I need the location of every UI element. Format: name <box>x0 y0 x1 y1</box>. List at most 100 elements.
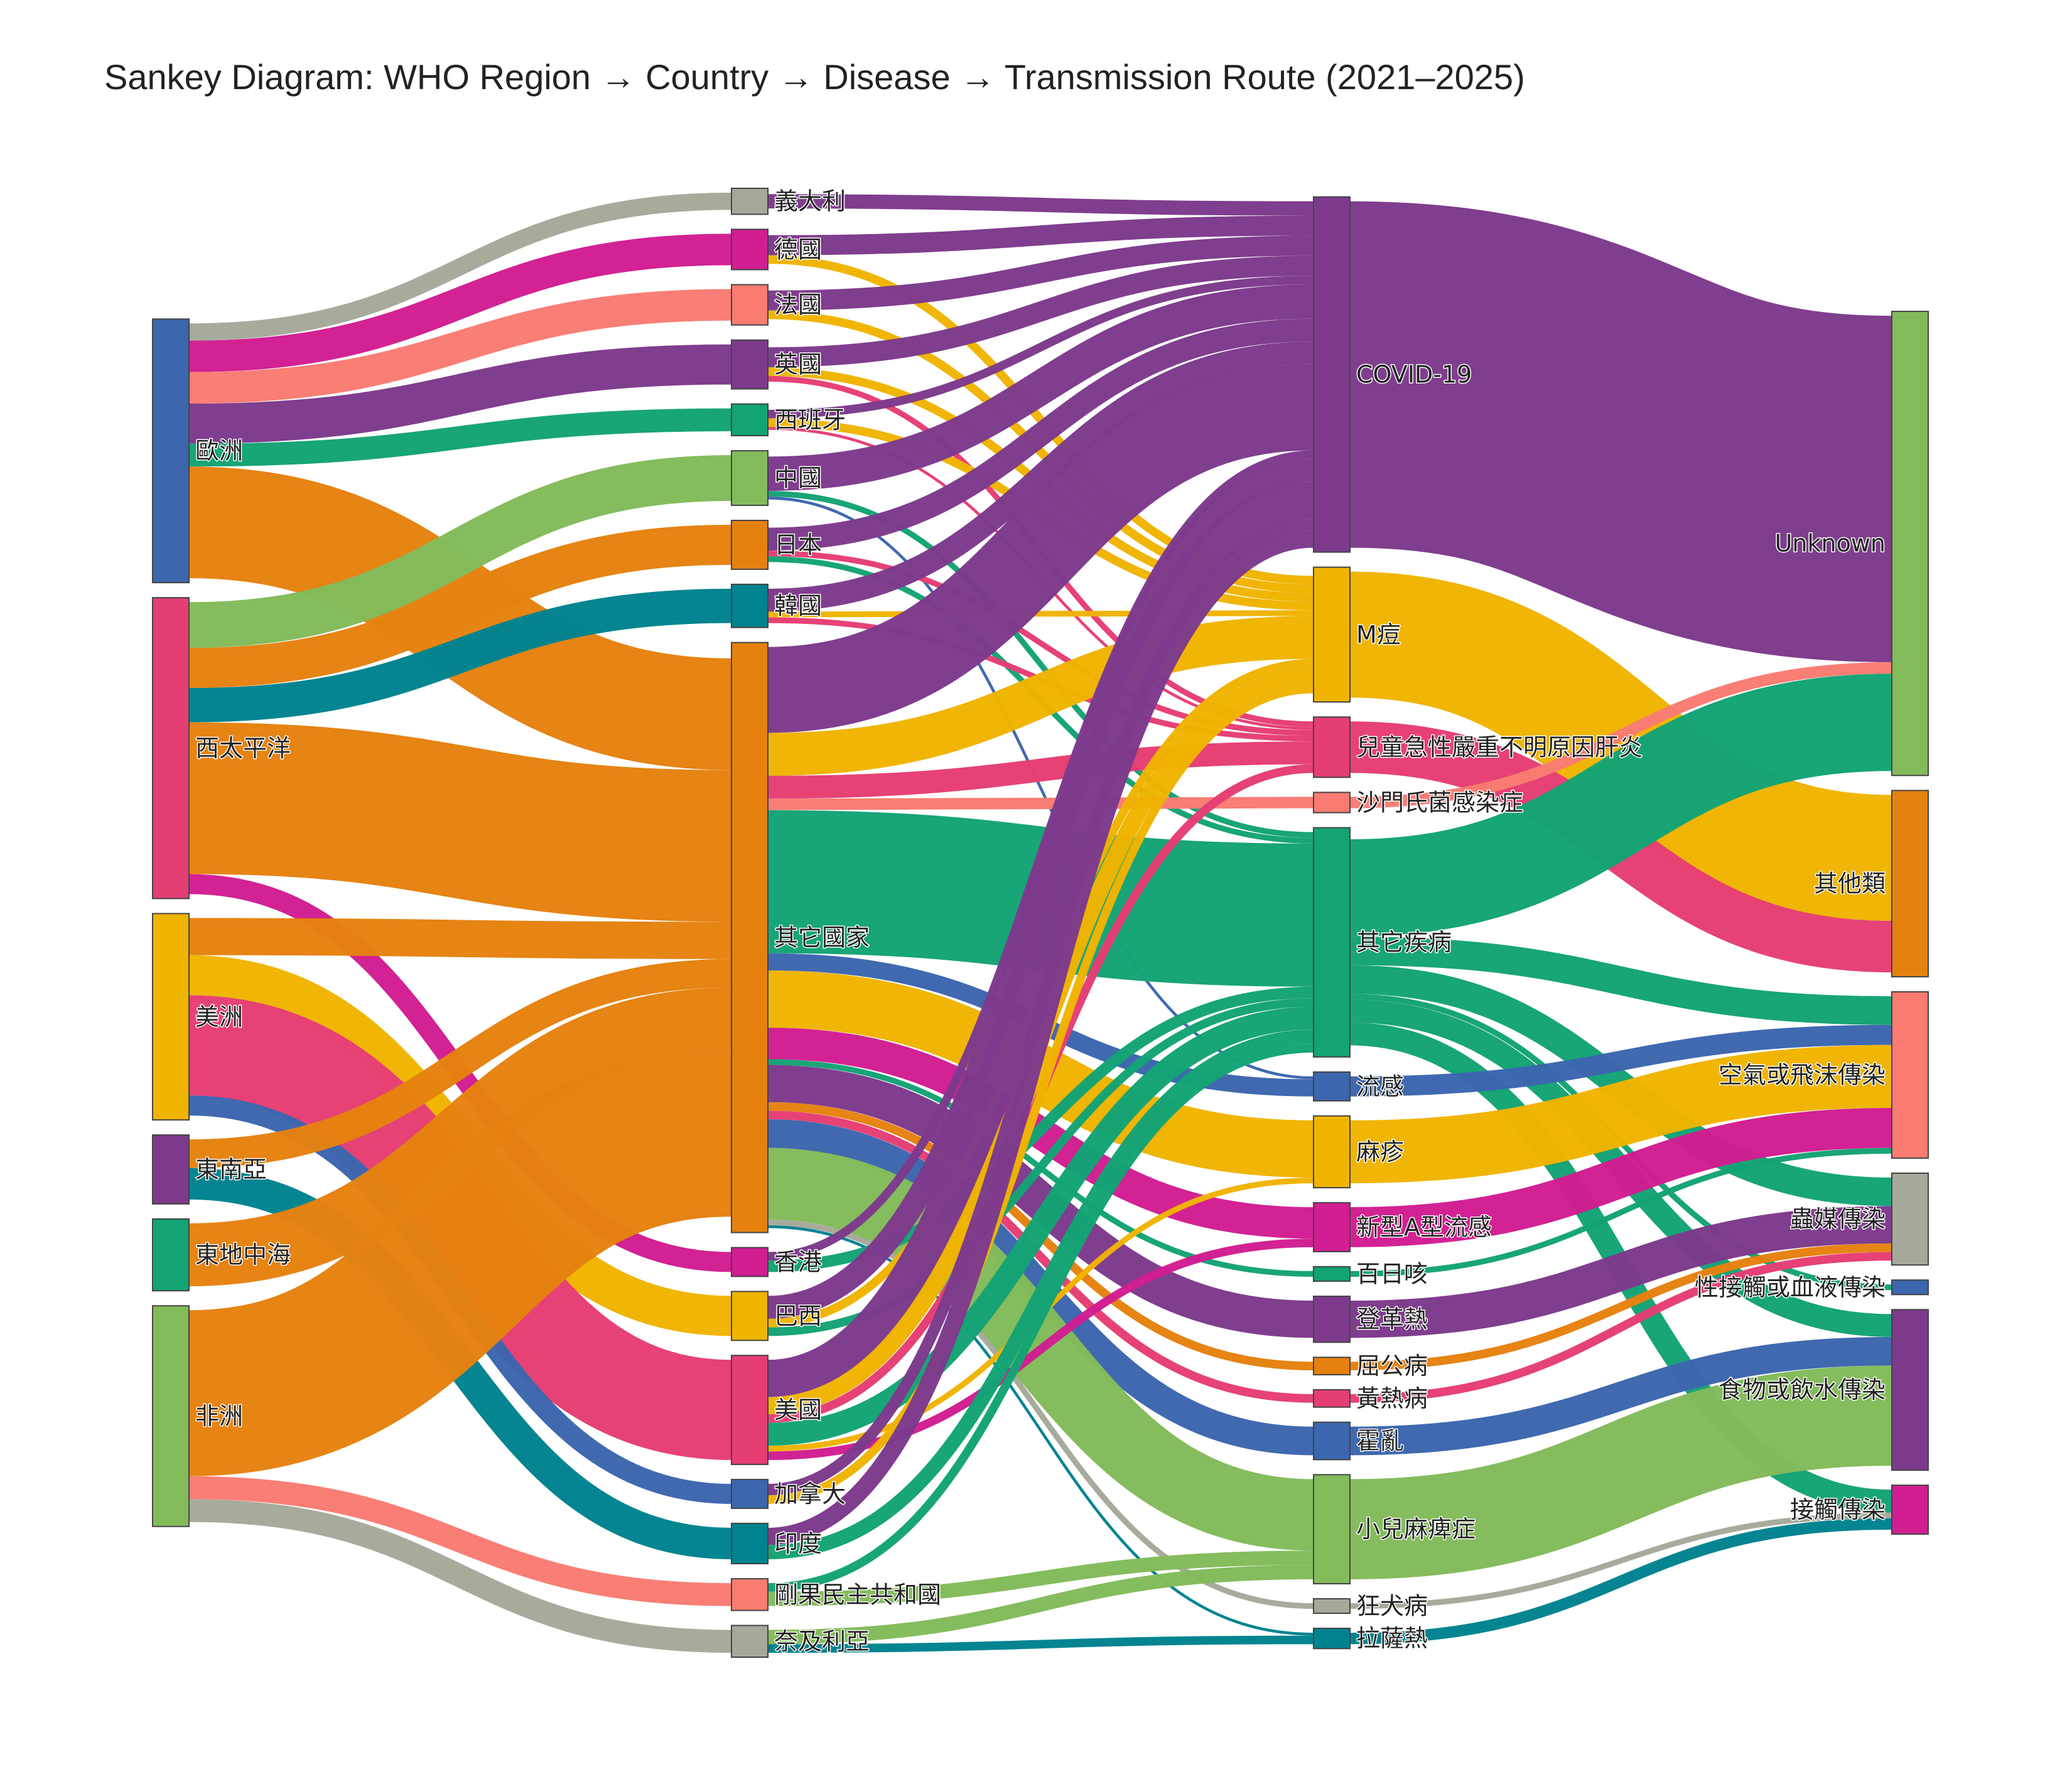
sankey-link <box>767 610 1314 618</box>
node-label: 霍亂 <box>1356 1427 1404 1455</box>
sankey-link <box>188 588 732 723</box>
sankey-node <box>731 520 769 570</box>
sankey-link <box>188 1499 732 1653</box>
node-label: 英國 <box>774 351 822 379</box>
node-label: 空氣或飛沫傳染 <box>1719 1061 1886 1089</box>
sankey-node <box>731 228 769 271</box>
sankey-node <box>1891 991 1929 1159</box>
sankey-link <box>188 455 732 648</box>
node-label: 百日咳 <box>1356 1260 1428 1287</box>
node-label: 狂犬病 <box>1356 1593 1428 1620</box>
sankey-node <box>152 1305 190 1527</box>
sankey-node <box>1313 1296 1351 1343</box>
sankey-link <box>767 970 1314 1178</box>
sankey-link <box>767 797 1314 810</box>
sankey-link <box>767 341 1314 612</box>
sankey-node <box>731 1625 769 1658</box>
node-label: 巴西 <box>774 1302 822 1330</box>
sankey-node <box>731 642 769 1233</box>
sankey-node <box>731 1247 769 1277</box>
sankey-node <box>152 1134 190 1205</box>
node-label: 拉薩熱 <box>1356 1625 1428 1652</box>
sankey-node <box>731 1291 769 1341</box>
sankey-link <box>188 344 732 444</box>
sankey-link <box>188 959 732 1168</box>
node-label: 食物或飲水傳染 <box>1719 1376 1886 1404</box>
sankey-link <box>1349 1252 1892 1403</box>
sankey-node <box>1313 1071 1351 1102</box>
sankey-link <box>1349 1206 1892 1338</box>
sankey-link <box>767 1006 1314 1446</box>
node-label: 沙門氏菌感染症 <box>1356 788 1523 816</box>
sankey-link <box>1349 1045 1892 1184</box>
sankey-link <box>188 987 732 1287</box>
node-label: 歐洲 <box>195 437 243 465</box>
sankey-link <box>188 918 732 959</box>
sankey-link <box>1349 1243 1892 1371</box>
sankey-link <box>1349 662 1892 809</box>
sankey-node <box>1313 1115 1351 1189</box>
node-label: M痘 <box>1356 621 1401 648</box>
sankey-node <box>1313 1389 1351 1408</box>
sankey-node <box>731 1355 769 1465</box>
sankey-link <box>1348 201 1894 662</box>
sankey-link <box>767 215 1314 255</box>
sankey-link <box>767 1110 1314 1403</box>
node-label: 登革熱 <box>1356 1306 1428 1333</box>
sankey-link <box>767 530 1314 1545</box>
sankey-node <box>152 318 190 584</box>
sankey-link <box>767 255 1314 368</box>
nodes-layer <box>152 188 1929 1658</box>
node-label: 法國 <box>774 291 822 319</box>
sankey-link <box>1349 1336 1892 1456</box>
sankey-node <box>731 284 769 326</box>
sankey-link <box>1349 1518 1892 1645</box>
node-label: 屈公病 <box>1356 1352 1428 1380</box>
sankey-node <box>731 450 769 507</box>
sankey-node <box>1313 1421 1351 1461</box>
sankey-link <box>767 684 1314 1504</box>
sankey-link <box>188 192 732 341</box>
node-label: 兒童急性嚴重不明原因肝炎 <box>1356 733 1643 761</box>
sankey-node <box>731 1478 769 1509</box>
node-label: 印度 <box>774 1530 822 1557</box>
sankey-node <box>1313 1202 1351 1252</box>
node-label: 流感 <box>1356 1073 1404 1100</box>
sankey-link <box>188 722 732 922</box>
node-label: Unknown <box>1775 530 1886 557</box>
node-label: 中國 <box>774 465 822 492</box>
sankey-link <box>767 1065 1314 1338</box>
sankey-link <box>1349 1107 1892 1247</box>
node-label: 非洲 <box>195 1402 243 1430</box>
sankey-node <box>152 597 190 900</box>
sankey-node <box>152 1218 190 1292</box>
sankey-node <box>1313 566 1351 703</box>
chart-title: Sankey Diagram: WHO Region → Country → D… <box>104 57 1525 97</box>
node-label: 性接觸或血液傳染 <box>1695 1274 1886 1301</box>
sankey-link <box>1349 1147 1892 1277</box>
sankey-node <box>1313 1628 1351 1650</box>
sankey-link <box>1349 1024 1892 1097</box>
sankey-link <box>767 616 1314 776</box>
sankey-node <box>731 403 769 437</box>
sankey-node <box>1313 1598 1351 1614</box>
node-label: 日本 <box>774 531 822 559</box>
node-label: 美國 <box>774 1396 822 1424</box>
sankey-link <box>1349 571 1893 921</box>
sankey-link <box>1349 674 1892 937</box>
sankey-link <box>188 408 732 467</box>
sankey-node <box>1313 827 1351 1058</box>
sankey-link <box>188 289 732 404</box>
sankey-link <box>187 1050 733 1476</box>
sankey-link <box>1349 1512 1892 1609</box>
node-label: 西班牙 <box>774 406 846 434</box>
sankey-link <box>767 194 1314 216</box>
node-label: 東南亞 <box>195 1156 267 1183</box>
node-label: 奈及利亞 <box>774 1628 870 1655</box>
sankey-link <box>188 525 732 689</box>
sankey-link <box>767 318 1314 551</box>
sankey-link <box>767 235 1314 311</box>
node-label: 東地中海 <box>195 1241 291 1269</box>
links-layer <box>187 192 1894 1653</box>
